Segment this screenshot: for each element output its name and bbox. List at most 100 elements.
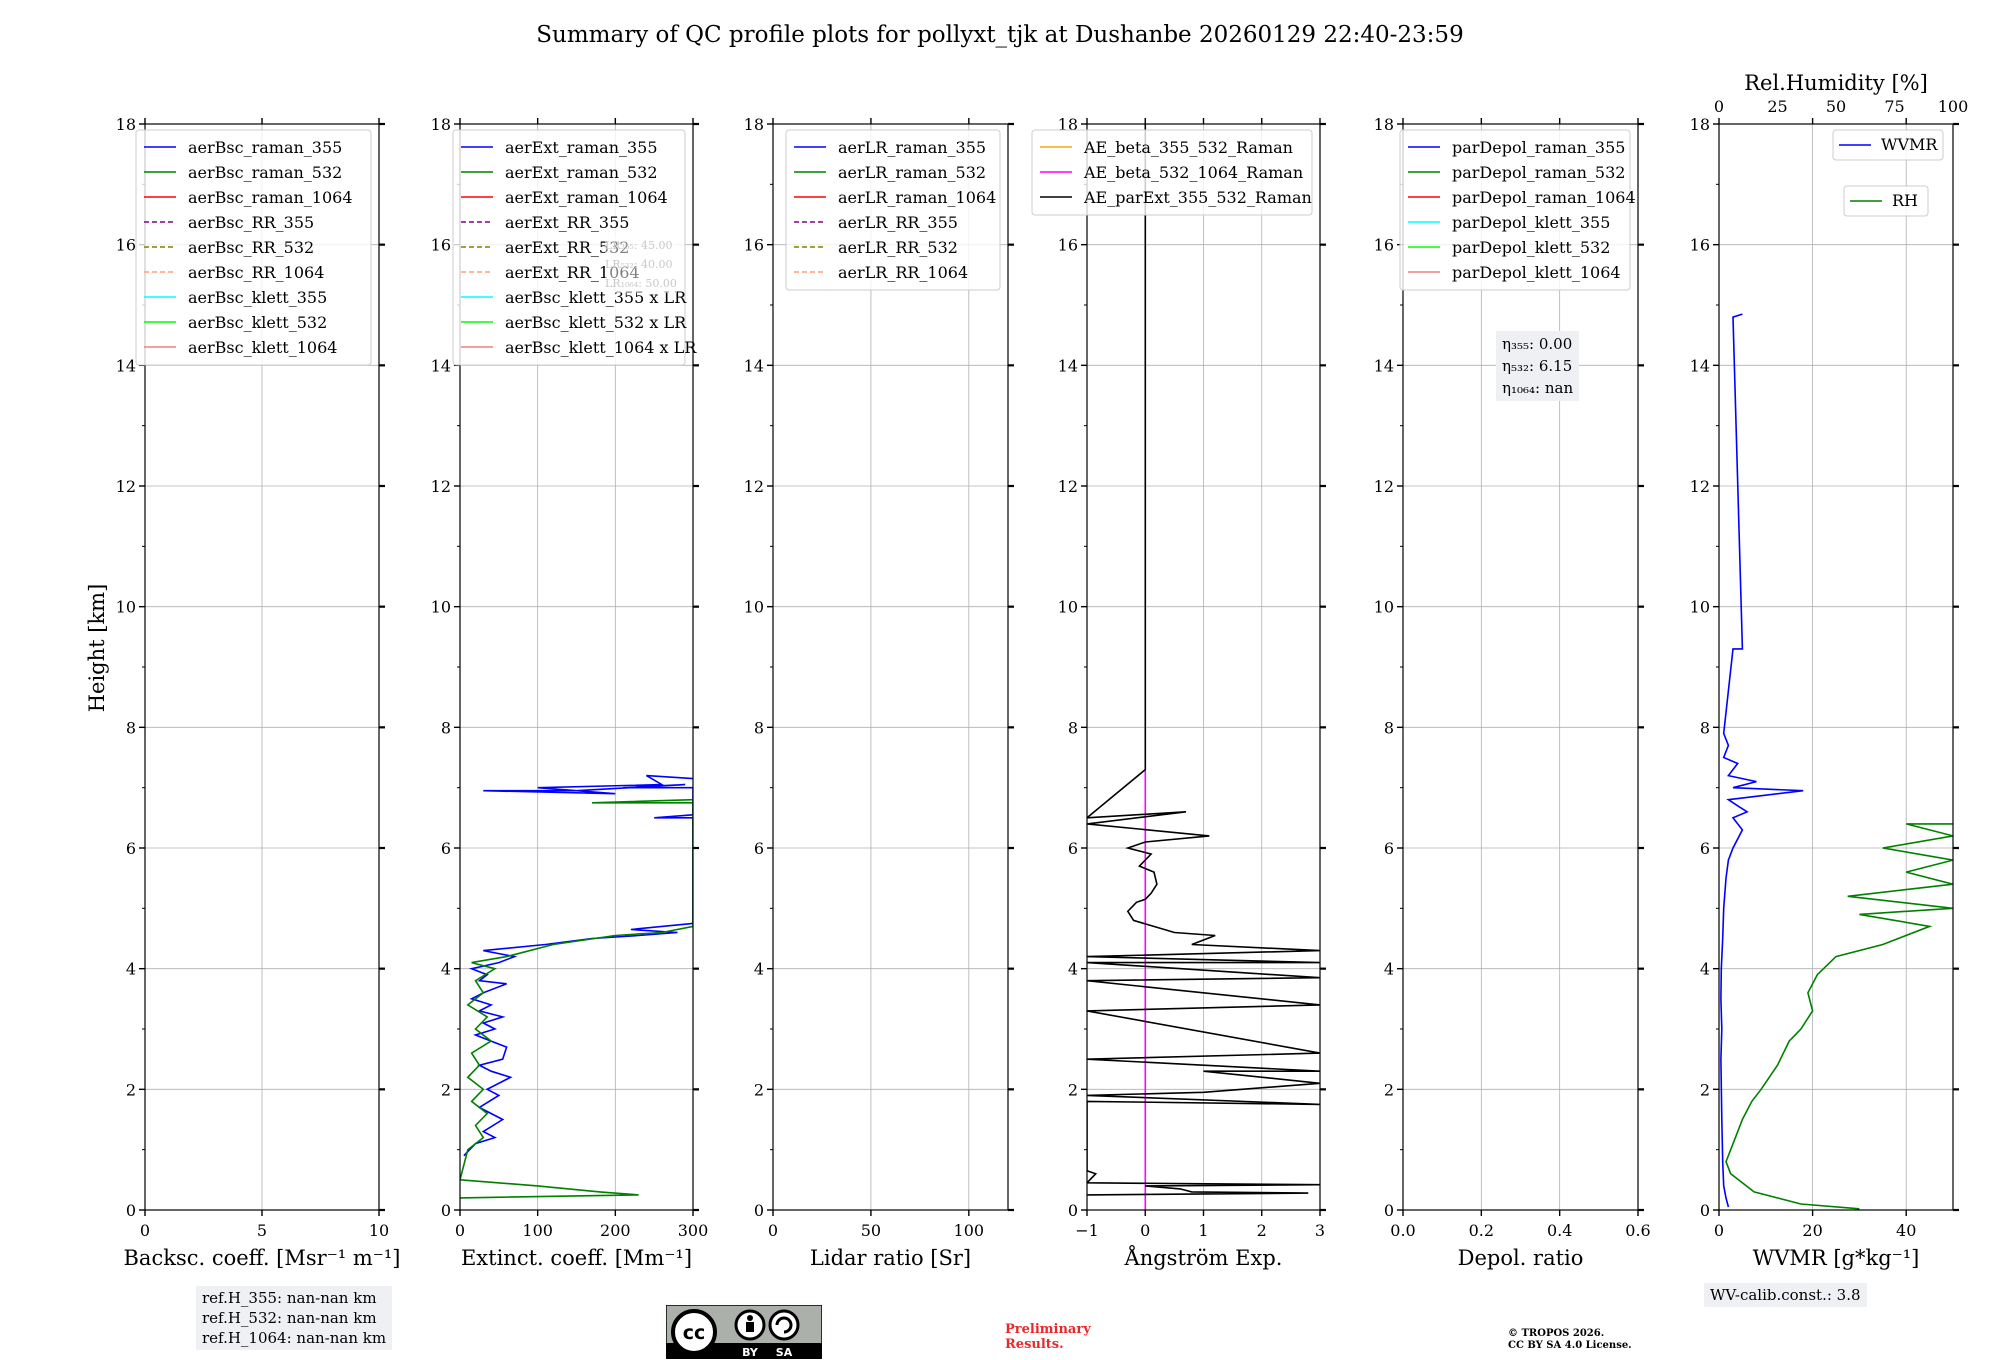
eta-box: η₃₅₅: 0.00 η₅₃₂: 6.15 η₁₀₆₄: nan (1496, 331, 1580, 401)
x-tick-label: 0 (768, 1221, 778, 1240)
lidar-ratio-note: LR₃₅₅: 45.00 LR₅₃₂: 40.00 LR₁₀₆₄: 50.00 (605, 236, 677, 293)
y-tick-label: 4 (1384, 960, 1394, 979)
series-line-AE_parExt_355_532_Raman (1087, 124, 1320, 1196)
y-tick-label: 2 (1700, 1080, 1710, 1099)
shared-y-axis-label: Height [km] (85, 584, 109, 713)
y-tick-label: 6 (1384, 839, 1394, 858)
top-x-tick-label: 100 (1938, 97, 1969, 116)
x-tick-label: 1 (1198, 1221, 1208, 1240)
y-tick-label: 6 (1700, 839, 1710, 858)
top-x-tick-label: 75 (1884, 97, 1904, 116)
series-line-WVMR (1720, 313, 1804, 1208)
y-tick-label: 0 (754, 1201, 764, 1220)
lr-1064: LR₁₀₆₄: 50.00 (605, 277, 677, 290)
cc-by-text: BY (742, 1346, 759, 1359)
y-tick-label: 2 (754, 1080, 764, 1099)
y-tick-label: 18 (1690, 115, 1710, 134)
preliminary-results-note: Preliminary Results. (1005, 1322, 1091, 1352)
y-tick-label: 12 (116, 477, 136, 496)
legend-entry: aerBsc_RR_532 (188, 238, 314, 257)
legend-entry: aerLR_RR_1064 (838, 263, 968, 282)
x-tick-label: 0 (140, 1221, 150, 1240)
series-line-aerExt_raman_532 (460, 798, 693, 1199)
y-tick-label: 8 (1384, 718, 1394, 737)
y-tick-label: 12 (1058, 477, 1078, 496)
top-x-axis-label: Rel.Humidity [%] (1744, 71, 1928, 95)
legend-entry: parDepol_raman_532 (1452, 163, 1625, 182)
legend-entry: aerLR_raman_355 (838, 138, 986, 157)
y-tick-label: 6 (1068, 839, 1078, 858)
x-tick-label: 0.4 (1547, 1221, 1572, 1240)
x-tick-label: 0 (1140, 1221, 1150, 1240)
x-tick-label: 100 (954, 1221, 985, 1240)
x-axis-label: Lidar ratio [Sr] (810, 1246, 971, 1270)
legend-entry: aerBsc_raman_355 (188, 138, 342, 157)
legend-entry: aerLR_raman_532 (838, 163, 986, 182)
x-tick-label: 0.0 (1390, 1221, 1415, 1240)
lr-355: LR₃₅₅: 45.00 (605, 239, 673, 252)
x-axis-label: Depol. ratio (1458, 1246, 1584, 1270)
legend-entry: aerLR_RR_532 (838, 238, 958, 257)
legend-entry: parDepol_raman_1064 (1452, 188, 1636, 207)
legend-entry: aerBsc_RR_355 (188, 213, 314, 232)
legend-entry: WVMR (1881, 135, 1938, 154)
y-tick-label: 14 (744, 356, 764, 375)
panel-lidar-ratio: 0 2 4 6 8 10 12 14 16 18 0 50 100 Lidar ratio [Sr] aer… (744, 115, 1014, 1270)
legend-box (135, 129, 372, 366)
series-line-aerExt_raman_355 (463, 774, 693, 1157)
x-tick-label: 50 (861, 1221, 881, 1240)
panel-extinction: 0 2 4 6 8 10 12 14 16 18 0 100 200 300 Extinct. coeff.… (431, 115, 709, 1270)
y-tick-label: 10 (1058, 598, 1078, 617)
legend-entry: parDepol_klett_532 (1452, 238, 1610, 257)
y-tick-label: 16 (116, 236, 136, 255)
y-tick-label: 12 (1374, 477, 1394, 496)
x-tick-label: 3 (1315, 1221, 1325, 1240)
y-tick-label: 8 (1068, 718, 1078, 737)
wv-calibration-constant: WV-calib.const.: 3.8 (1710, 1286, 1861, 1304)
legend-entry: AE_beta_355_532_Raman (1083, 138, 1293, 157)
y-tick-label: 2 (1384, 1080, 1394, 1099)
y-tick-label: 0 (126, 1201, 136, 1220)
panel-depolarization: 0 2 4 6 8 10 12 14 16 18 0.0 0.2 0.4 0.6 Depol. ratio p… (1374, 115, 1651, 1270)
preliminary-line-1: Preliminary (1005, 1322, 1091, 1337)
legend-entry: aerExt_RR_355 (505, 213, 629, 232)
copyright-line-2: CC BY SA 4.0 License. (1508, 1340, 1632, 1351)
y-tick-label: 14 (1690, 356, 1710, 375)
top-x-tick-label: 25 (1767, 97, 1787, 116)
legend-entry: aerExt_raman_532 (505, 163, 658, 182)
ref-height-1064: ref.H_1064: nan-nan km (202, 1329, 387, 1347)
share-alike-icon (768, 1309, 800, 1341)
y-tick-label: 10 (1690, 598, 1710, 617)
legend-entry: aerBsc_klett_532 (188, 313, 327, 332)
x-tick-label: 5 (257, 1221, 267, 1240)
y-tick-label: 16 (1374, 236, 1394, 255)
y-tick-label: 6 (441, 839, 451, 858)
legend-box (1399, 129, 1631, 291)
lr-532: LR₅₃₂: 40.00 (605, 258, 673, 271)
x-axis-label: Ångström Exp. (1124, 1245, 1283, 1270)
y-tick-label: 18 (1374, 115, 1394, 134)
y-tick-label: 14 (116, 356, 136, 375)
copyright-line-1: © TROPOS 2026. (1508, 1328, 1605, 1339)
y-tick-label: 12 (431, 477, 451, 496)
y-tick-label: 14 (1058, 356, 1078, 375)
legend-box (1832, 129, 1944, 161)
y-tick-label: 6 (754, 839, 764, 858)
y-tick-label: 8 (1700, 718, 1710, 737)
preliminary-line-2: Results. (1005, 1337, 1064, 1352)
cc-by-sa-logo: cc BY SA (666, 1305, 822, 1359)
legend-entry: aerBsc_klett_355 (188, 288, 327, 307)
figure-title: Summary of QC profile plots for pollyxt_… (536, 22, 1464, 48)
legend-entry: aerExt_raman_1064 (505, 188, 668, 207)
legend-entry: parDepol_raman_355 (1452, 138, 1625, 157)
x-tick-label: 300 (678, 1221, 709, 1240)
legend-entry: aerBsc_klett_532 x LR (505, 313, 687, 332)
eta-355: η₃₅₅: 0.00 (1502, 335, 1573, 353)
y-tick-label: 4 (1700, 960, 1710, 979)
y-tick-label: 0 (1700, 1201, 1710, 1220)
wv-calibration-box: WV-calib.const.: 3.8 (1704, 1283, 1867, 1307)
legend-entry: aerBsc_raman_1064 (188, 188, 353, 207)
y-tick-label: 16 (744, 236, 764, 255)
